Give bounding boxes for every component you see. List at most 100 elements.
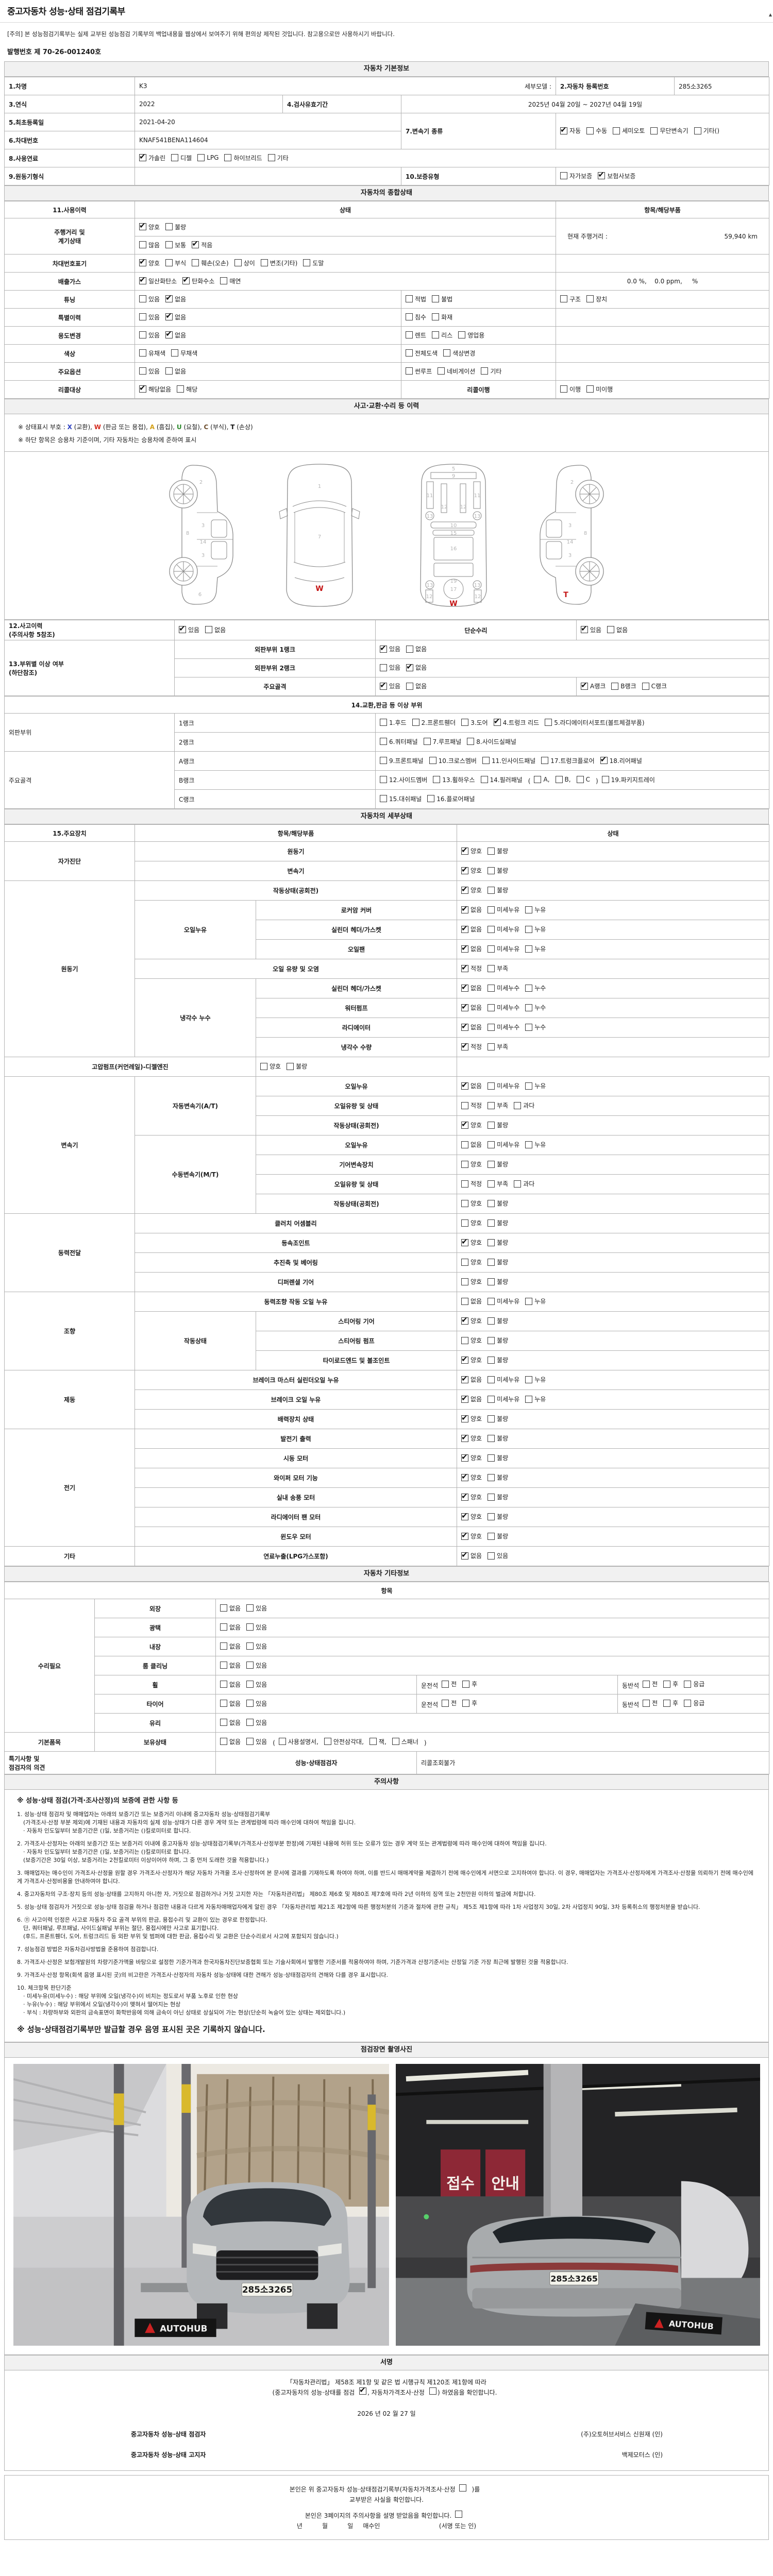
checkbox-option[interactable]: 리스 (432, 331, 452, 340)
unchecked-checkbox-icon[interactable] (461, 719, 469, 726)
checkbox-option[interactable]: 스패너 (392, 1737, 418, 1746)
unchecked-checkbox-icon[interactable] (576, 776, 584, 784)
checkbox-option[interactable] (359, 2385, 367, 2395)
unchecked-checkbox-icon[interactable] (488, 1395, 495, 1403)
checked-checkbox-icon[interactable] (581, 681, 588, 690)
unchecked-checkbox-icon[interactable] (586, 385, 594, 393)
checkbox-option[interactable]: 응급 (684, 1699, 704, 1707)
checkbox-option[interactable]: 없음 (165, 293, 186, 303)
unchecked-checkbox-icon[interactable] (246, 1719, 254, 1726)
unchecked-checkbox-icon[interactable] (488, 1493, 495, 1501)
unchecked-checkbox-icon[interactable] (462, 1680, 470, 1688)
unchecked-checkbox-icon[interactable] (246, 1700, 254, 1707)
checkbox-option[interactable]: 있음 (139, 331, 160, 340)
checkbox-option[interactable]: 불량 (165, 223, 186, 231)
checkbox-option[interactable]: 미세누수 (488, 1003, 519, 1012)
checkbox-option[interactable]: 미세누수 (488, 984, 519, 992)
checkbox-option[interactable]: 1.후드 (380, 718, 407, 727)
checkbox-option[interactable]: 있음 (246, 1623, 267, 1632)
checkbox-option[interactable]: 11.인사이드패널 (482, 756, 535, 765)
unchecked-checkbox-icon[interactable] (613, 127, 620, 134)
checkbox-option[interactable]: 부식 (165, 259, 186, 267)
checkbox-option[interactable]: 14.필러패널 (480, 775, 523, 784)
checked-checkbox-icon[interactable] (461, 963, 468, 972)
checkbox-option[interactable]: 전 (442, 1699, 457, 1707)
checkbox-option[interactable]: 10.크로스멤버 (429, 756, 477, 765)
unchecked-checkbox-icon[interactable] (663, 1680, 671, 1688)
checkbox-option[interactable]: 후 (663, 1699, 678, 1707)
checkbox-option[interactable]: 불량 (488, 866, 508, 875)
checkbox-option[interactable]: 많음 (139, 241, 160, 249)
checkbox-option[interactable]: 3.도어 (461, 718, 488, 727)
checkbox-option[interactable]: 기타 (267, 154, 289, 162)
unchecked-checkbox-icon[interactable] (406, 331, 413, 339)
unchecked-checkbox-icon[interactable] (488, 1239, 495, 1246)
unchecked-checkbox-icon[interactable] (488, 1454, 495, 1462)
checked-checkbox-icon[interactable] (560, 125, 568, 134)
checked-checkbox-icon[interactable] (461, 1433, 468, 1442)
checkbox-option[interactable]: 전 (442, 1680, 457, 1688)
unchecked-checkbox-icon[interactable] (246, 1662, 254, 1669)
unchecked-checkbox-icon[interactable] (488, 1552, 495, 1560)
checked-checkbox-icon[interactable] (461, 1002, 468, 1011)
checked-checkbox-icon[interactable] (461, 1492, 468, 1501)
unchecked-checkbox-icon[interactable] (488, 925, 495, 933)
unchecked-checkbox-icon[interactable] (139, 331, 146, 339)
unchecked-checkbox-icon[interactable] (488, 906, 495, 913)
checked-checkbox-icon[interactable] (179, 624, 186, 634)
checkbox-option[interactable]: C랭크 (642, 682, 667, 690)
checkbox-option[interactable]: 12.사이드멤버 (380, 775, 427, 784)
unchecked-checkbox-icon[interactable] (480, 776, 488, 784)
checkbox-option[interactable]: 없음 (461, 1394, 482, 1403)
checkbox-option[interactable]: 침수 (406, 313, 426, 321)
unchecked-checkbox-icon[interactable] (488, 1336, 495, 1344)
checkbox-option[interactable]: 후 (462, 1680, 477, 1688)
checkbox-option[interactable]: 색상변경 (443, 349, 475, 358)
checked-checkbox-icon[interactable] (461, 1413, 468, 1422)
unchecked-checkbox-icon[interactable] (220, 277, 228, 285)
unchecked-checkbox-icon[interactable] (663, 1699, 671, 1707)
checkbox-option[interactable]: 6.쿼터패널 (380, 737, 418, 746)
checkbox-option[interactable]: 기타 (481, 367, 501, 376)
unchecked-checkbox-icon[interactable] (380, 795, 387, 803)
checkbox-option[interactable]: 없음 (461, 1022, 482, 1031)
checkbox-option[interactable]: 없음 (406, 682, 427, 690)
checkbox-option[interactable]: 후 (663, 1680, 678, 1688)
checkbox-option[interactable] (429, 2387, 436, 2395)
checked-checkbox-icon[interactable] (461, 904, 468, 913)
checked-checkbox-icon[interactable] (380, 681, 387, 690)
checkbox-option[interactable]: 있음 (380, 643, 400, 653)
checkbox-option[interactable]: 있음 (246, 1642, 267, 1651)
checked-checkbox-icon[interactable] (461, 1472, 468, 1481)
unchecked-checkbox-icon[interactable] (139, 295, 146, 303)
checkbox-option[interactable]: 있음 (246, 1737, 267, 1746)
checkbox-option[interactable]: 불량 (488, 1199, 508, 1208)
unchecked-checkbox-icon[interactable] (488, 1082, 495, 1090)
unchecked-checkbox-icon[interactable] (423, 738, 431, 745)
unchecked-checkbox-icon[interactable] (461, 1199, 468, 1207)
checkbox-option[interactable]: 없음 (461, 1080, 482, 1090)
checkbox-option[interactable]: 없음 (220, 1642, 241, 1651)
checkbox-option[interactable]: 양호 (461, 1511, 482, 1521)
unchecked-checkbox-icon[interactable] (287, 1062, 294, 1070)
unchecked-checkbox-icon[interactable] (192, 259, 199, 267)
unchecked-checkbox-icon[interactable] (461, 1258, 468, 1266)
checkbox-option[interactable]: 미세누유 (488, 1375, 519, 1384)
checkbox-option[interactable]: 불량 (488, 1121, 508, 1129)
checkbox-option[interactable]: A랭크 (581, 681, 606, 690)
unchecked-checkbox-icon[interactable] (165, 223, 173, 231)
unchecked-checkbox-icon[interactable] (220, 1681, 227, 1688)
checkbox-option[interactable]: 2.프론트휀더 (412, 718, 456, 727)
checkbox-option[interactable]: 5.라디에이터서포트(볼트체결부품) (545, 718, 645, 727)
checkbox-option[interactable]: 있음 (139, 367, 160, 376)
unchecked-checkbox-icon[interactable] (220, 1623, 227, 1631)
unchecked-checkbox-icon[interactable] (488, 1199, 495, 1207)
checkbox-option[interactable]: 과다 (514, 1179, 534, 1188)
unchecked-checkbox-icon[interactable] (488, 1297, 495, 1305)
checked-checkbox-icon[interactable] (581, 624, 588, 634)
unchecked-checkbox-icon[interactable] (369, 1738, 377, 1745)
unchecked-checkbox-icon[interactable] (684, 1699, 692, 1707)
unchecked-checkbox-icon[interactable] (442, 1680, 449, 1688)
checkbox-option[interactable]: 불량 (287, 1062, 307, 1071)
checkbox-option[interactable]: 변조(기타) (260, 259, 297, 267)
